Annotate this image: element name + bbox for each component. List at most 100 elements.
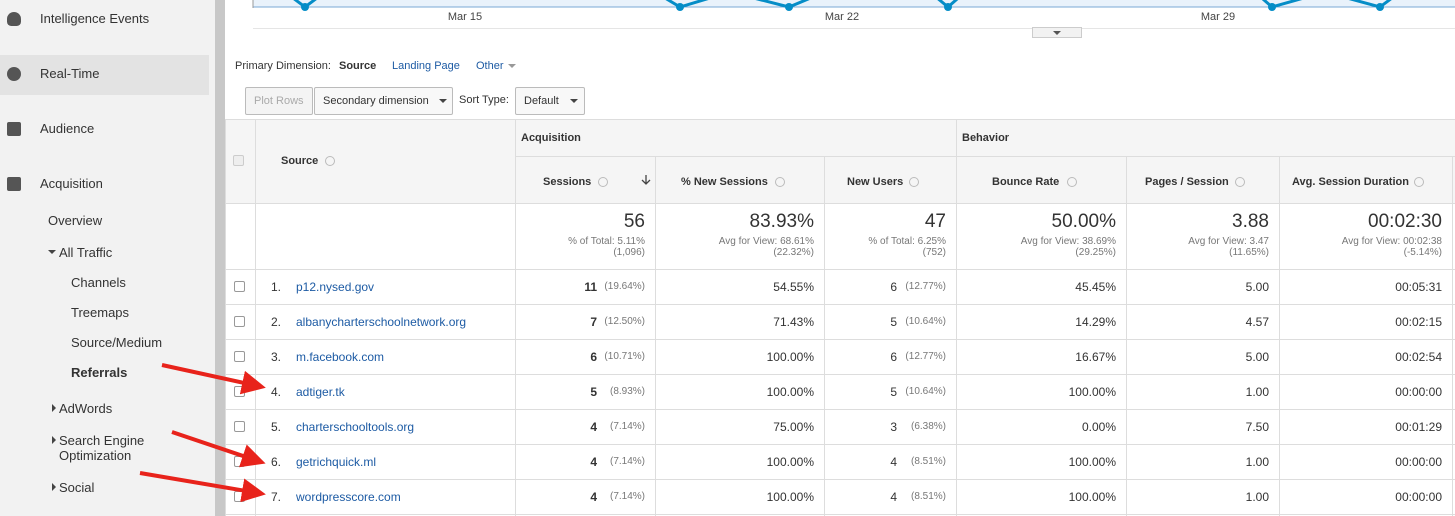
scrollbar[interactable] [215,0,225,516]
avg-duration: 00:01:29 [1395,420,1442,434]
expand-icon[interactable] [52,483,56,491]
help-icon[interactable] [325,156,335,166]
grid-line [255,119,256,516]
nav-item[interactable]: Audience [40,121,95,136]
new-users-pct: (10.64%) [905,386,946,397]
row-index: 6. [271,455,282,469]
pages-per-session: 5.00 [1245,350,1269,364]
nav-icon [7,177,21,191]
pages-per-session: 1.00 [1245,385,1269,399]
row-index: 2. [271,315,282,329]
nav-item[interactable]: All Traffic [59,245,113,260]
dimension-option[interactable]: Source [339,60,377,72]
column-header[interactable]: Sessions [543,176,592,188]
row-checkbox[interactable] [234,456,245,467]
sort-arrow[interactable] [640,174,652,186]
new-users: 3 [890,420,897,434]
sessions: 7 [590,315,597,329]
column-header[interactable]: Avg. Session Duration [1292,176,1409,188]
row-index: 5. [271,420,282,434]
nav-item[interactable]: Channels [71,275,126,290]
column-header[interactable]: New Users [847,176,904,188]
bounce-rate: 100.00% [1068,385,1116,399]
help-icon[interactable] [1067,177,1077,187]
total-base: (752) [922,247,946,258]
sort-type-label: Sort Type: [459,94,509,106]
expand-icon[interactable] [52,404,56,412]
total-base: (-5.14%) [1403,247,1442,258]
total-note: % of Total: 6.25% [868,236,946,247]
dimension-option[interactable]: Landing Page [392,60,460,72]
dimension-option[interactable]: Other [476,60,504,72]
nav-item[interactable]: AdWords [59,401,113,416]
nav-item[interactable]: Source/Medium [71,335,163,350]
nav-item[interactable]: Search Engine Optimization [59,433,145,463]
x-axis-label: Mar 29 [1200,11,1236,23]
nav-icon [7,122,21,136]
total-note: Avg for View: 68.61% [718,236,814,247]
total-base: (11.65%) [1229,247,1269,258]
help-icon[interactable] [909,177,919,187]
column-header[interactable]: % New Sessions [681,176,768,188]
total-base: (29.25%) [1075,247,1116,258]
sessions-pct: (7.14%) [609,491,645,502]
row-checkbox[interactable] [234,491,245,502]
new-sessions: 100.00% [766,455,814,469]
grid-line [225,203,1455,204]
grid-line [655,156,656,516]
help-icon[interactable] [775,177,785,187]
column-header[interactable]: Pages / Session [1145,176,1229,188]
row-checkbox[interactable] [234,421,245,432]
nav-item[interactable]: Referrals [71,365,128,380]
nav-item[interactable]: Acquisition [40,176,103,191]
bounce-rate: 14.29% [1075,315,1116,329]
source-link[interactable]: p12.nysed.gov [296,280,375,294]
nav-item[interactable]: Real-Time [40,66,100,81]
help-icon[interactable] [1414,177,1424,187]
sessions: 5 [590,385,597,399]
pages-per-session: 1.00 [1245,490,1269,504]
select-all-checkbox[interactable] [233,155,244,166]
source-link[interactable]: adtiger.tk [296,385,345,399]
sessions-pct: (7.14%) [609,421,645,432]
pages-per-session: 5.00 [1245,280,1269,294]
total-note: Avg for View: 38.69% [1020,236,1116,247]
grid-line [225,514,1455,515]
total-note: Avg for View: 00:02:38 [1341,236,1442,247]
column-header[interactable]: Bounce Rate [992,176,1060,188]
row-checkbox[interactable] [234,281,245,292]
source-link[interactable]: getrichquick.ml [296,455,377,469]
source-link[interactable]: albanycharterschoolnetwork.org [296,315,467,329]
bounce-rate: 16.67% [1075,350,1116,364]
column-header[interactable]: Source [281,155,319,167]
new-users-pct: (8.51%) [910,456,946,467]
nav-item[interactable]: Overview [48,213,103,228]
secondary-dimension-button[interactable]: Secondary dimension [314,87,453,115]
expand-icon[interactable] [48,250,56,254]
expand-icon[interactable] [52,436,56,444]
source-link[interactable]: wordpresscore.com [296,490,401,504]
help-icon[interactable] [1235,177,1245,187]
new-users: 5 [890,385,897,399]
row-checkbox[interactable] [234,386,245,397]
total-value: 3.88 [1232,211,1269,232]
source-link[interactable]: m.facebook.com [296,350,385,364]
help-icon[interactable] [598,177,608,187]
plot-rows-button[interactable]: Plot Rows [245,87,313,115]
grid-line [225,119,226,516]
total-base: (22.32%) [773,247,814,258]
grid-line [225,339,1455,340]
grid-line [956,119,957,516]
new-sessions: 75.00% [773,420,814,434]
new-users: 4 [890,455,897,469]
nav-item[interactable]: Social [59,480,95,495]
row-checkbox[interactable] [234,351,245,362]
nav-item[interactable]: Treemaps [71,305,130,320]
row-checkbox[interactable] [234,316,245,327]
nav-item[interactable]: Intelligence Events [40,11,150,26]
bounce-rate: 45.45% [1075,280,1116,294]
sessions-pct: (7.14%) [609,456,645,467]
sort-type-button[interactable]: Default [515,87,585,115]
chart-line [1261,0,1392,9]
source-link[interactable]: charterschooltools.org [296,420,415,434]
